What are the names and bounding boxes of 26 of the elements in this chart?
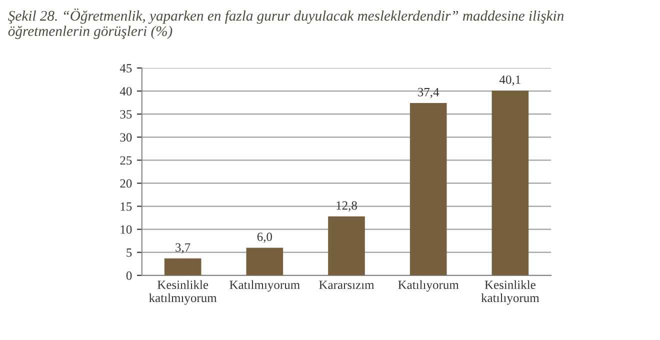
y-tick-label: 15	[120, 202, 132, 211]
x-tick-label: Katılıyorum	[398, 280, 459, 292]
data-label: 40,1	[499, 75, 520, 86]
y-tick-label: 25	[120, 156, 132, 165]
y-tick-label: 35	[120, 110, 132, 119]
x-tick-label: Kesinlikle katılmıyorum	[149, 280, 217, 305]
x-tick-label: Kararsızım	[319, 280, 374, 290]
y-tick-label: 5	[126, 248, 132, 257]
y-tick-label: 10	[120, 225, 132, 234]
y-tick-label: 30	[120, 133, 132, 142]
x-tick-label: Katılmıyorum	[230, 280, 300, 292]
data-label: 12,8	[336, 201, 357, 212]
bar	[246, 248, 284, 276]
bar	[164, 258, 202, 276]
bar	[328, 216, 365, 276]
y-tick-label: 20	[120, 179, 132, 188]
bar	[492, 90, 529, 276]
bar	[410, 103, 447, 276]
y-tick-label: 45	[120, 64, 132, 72]
y-tick-label: 40	[120, 87, 132, 96]
data-label: 3,7	[176, 243, 190, 254]
y-tick-label: 0	[126, 271, 132, 280]
x-tick-label: Kesinlikle katılıyorum	[481, 280, 540, 305]
chart-title: Şekil 28. “Öğretmenlik, yaparken en fazla gurur duyulacak mesleklerdendir” maddesine ilişkin öğretmenlerin görüşleri (%)	[8, 8, 564, 39]
data-label: 6,0	[257, 232, 272, 243]
data-label: 37,4	[418, 88, 440, 98]
